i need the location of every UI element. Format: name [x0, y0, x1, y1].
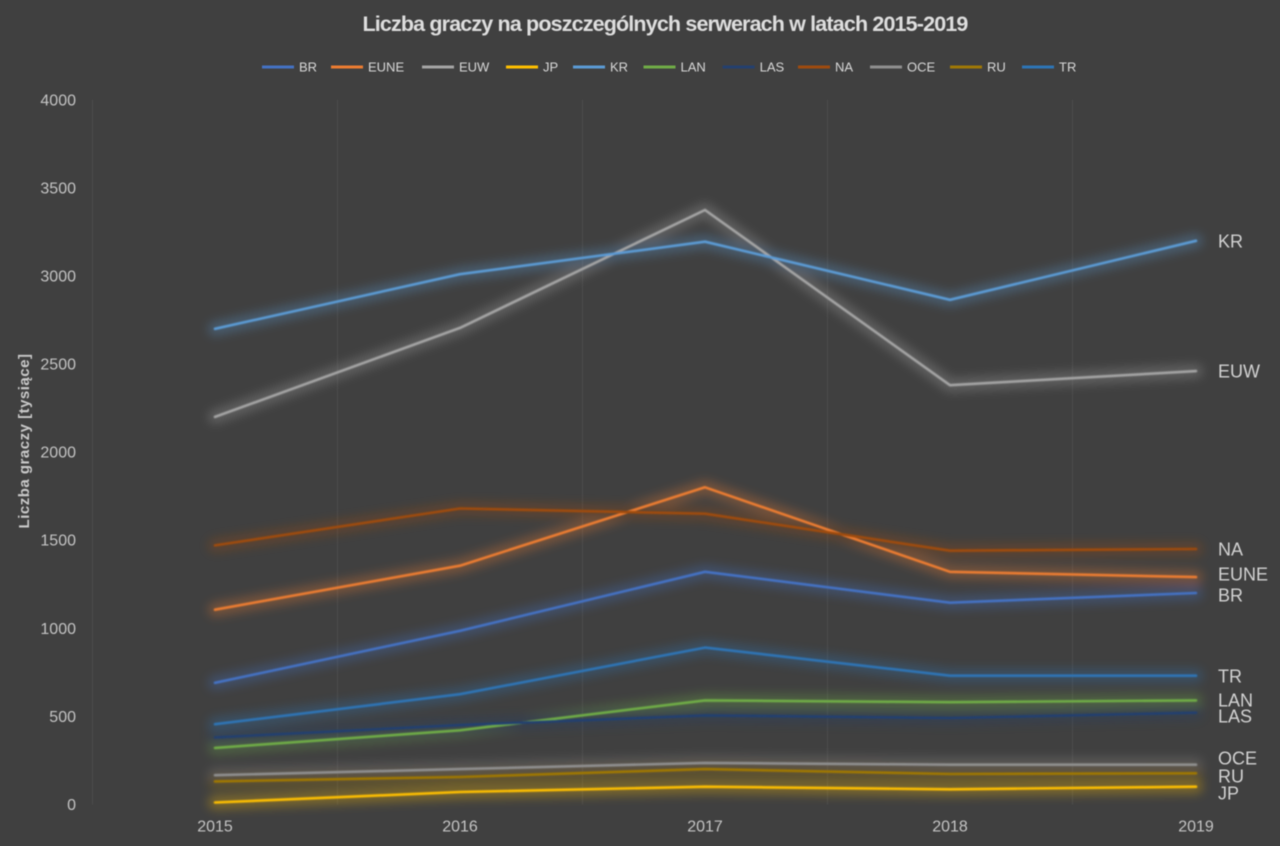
svg-text:JP: JP [543, 60, 558, 75]
svg-text:2500: 2500 [40, 357, 76, 374]
svg-text:3500: 3500 [40, 181, 76, 198]
svg-text:OCE: OCE [907, 60, 936, 75]
svg-text:0: 0 [67, 797, 76, 814]
svg-text:1000: 1000 [40, 621, 76, 638]
svg-text:TR: TR [1218, 666, 1242, 686]
svg-text:KR: KR [1218, 231, 1243, 251]
svg-text:OCE: OCE [1218, 748, 1257, 768]
svg-text:RU: RU [1218, 766, 1244, 786]
svg-text:EUNE: EUNE [368, 60, 404, 75]
svg-text:Liczba graczy na poszczególnyc: Liczba graczy na poszczególnych serwerac… [362, 12, 968, 36]
svg-text:2016: 2016 [442, 819, 478, 836]
svg-text:2015: 2015 [197, 819, 233, 836]
svg-text:NA: NA [835, 60, 853, 75]
svg-text:2000: 2000 [40, 445, 76, 462]
svg-text:EUW: EUW [459, 60, 490, 75]
svg-text:LAN: LAN [681, 60, 706, 75]
svg-text:EUW: EUW [1218, 361, 1260, 381]
svg-text:4000: 4000 [40, 93, 76, 110]
svg-text:JP: JP [1218, 783, 1239, 803]
svg-text:RU: RU [987, 60, 1006, 75]
svg-text:LAN: LAN [1218, 690, 1253, 710]
svg-text:1500: 1500 [40, 533, 76, 550]
svg-text:KR: KR [610, 60, 628, 75]
svg-text:NA: NA [1218, 539, 1243, 559]
svg-text:BR: BR [299, 60, 317, 75]
svg-text:TR: TR [1059, 60, 1076, 75]
svg-text:BR: BR [1218, 585, 1243, 605]
svg-text:2018: 2018 [932, 819, 968, 836]
svg-text:500: 500 [49, 709, 76, 726]
svg-text:LAS: LAS [760, 60, 785, 75]
svg-text:3000: 3000 [40, 269, 76, 286]
svg-text:EUNE: EUNE [1218, 564, 1268, 584]
svg-text:LAS: LAS [1218, 706, 1252, 726]
svg-text:2019: 2019 [1178, 819, 1214, 836]
svg-text:2017: 2017 [687, 819, 723, 836]
svg-text:Liczba graczy [tysiące]: Liczba graczy [tysiące] [16, 354, 33, 529]
